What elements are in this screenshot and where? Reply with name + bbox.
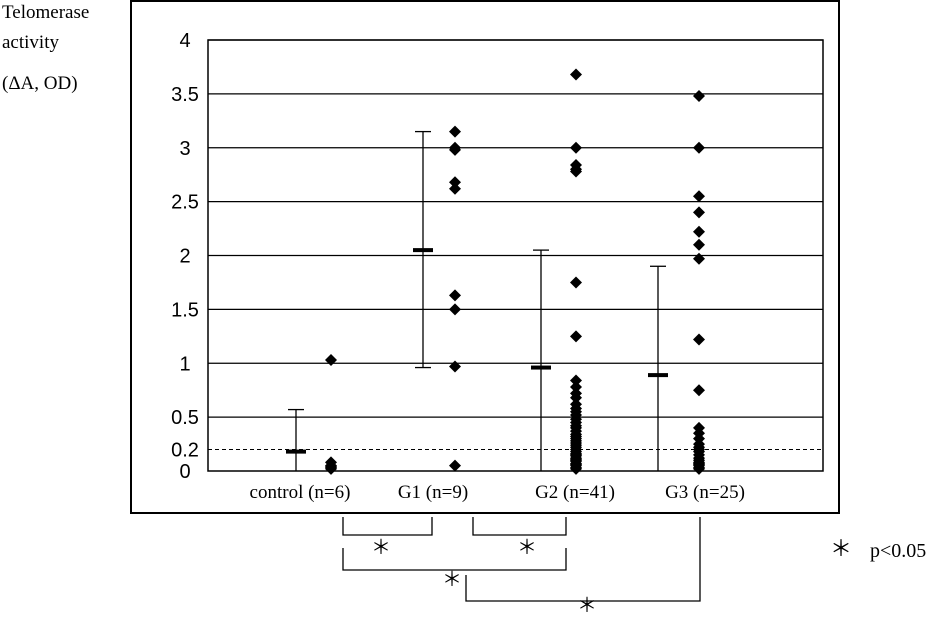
data-point (325, 354, 337, 367)
y-tick-label: 2.5 (171, 192, 199, 214)
data-point (693, 333, 705, 346)
data-point (449, 459, 461, 472)
data-point (570, 330, 582, 343)
data-point (449, 289, 461, 302)
data-point (693, 206, 705, 219)
data-points (325, 68, 705, 475)
y-tick-label: 1 (179, 353, 190, 375)
gridlines (208, 39, 823, 418)
x-tick-label: G3 (n=25) (665, 482, 745, 503)
data-point (570, 380, 582, 393)
y-tick-label: 2 (179, 246, 190, 268)
y-tick-label: 0.2 (171, 439, 199, 461)
data-point (570, 276, 582, 289)
significance-asterisk: ＊ (442, 569, 462, 591)
significance-bracket (472, 517, 567, 536)
data-point (449, 303, 461, 316)
significance-asterisk: ＊ (517, 537, 537, 559)
data-point (570, 391, 582, 404)
data-point (570, 462, 582, 475)
data-point (693, 252, 705, 265)
data-point (449, 176, 461, 189)
mean-marker (531, 365, 551, 370)
significance-asterisk: ＊ (371, 537, 391, 559)
data-point (449, 360, 461, 373)
y-tick-label: 0.5 (171, 407, 199, 429)
y-axis-label-line2: activity (2, 32, 59, 53)
legend-asterisk: ＊ (830, 536, 852, 561)
data-point (449, 125, 461, 138)
mean-marker (413, 248, 433, 253)
data-point (693, 225, 705, 238)
mean-marker (286, 449, 306, 454)
data-point (570, 374, 582, 387)
significance-brackets: ＊ ＊ ＊ ＊ (342, 517, 701, 617)
data-point (693, 90, 705, 103)
data-point (693, 462, 705, 475)
data-point (570, 165, 582, 178)
data-point (325, 462, 337, 475)
data-point (570, 141, 582, 154)
significance-bracket (342, 548, 567, 571)
y-axis-label-line3: (ΔA, OD) (2, 73, 78, 94)
y-tick-label: 0 (179, 461, 190, 483)
y-tick-labels: 4 3.5 3 2.5 2 1.5 1 0.5 0.20 (171, 30, 199, 483)
data-point (449, 182, 461, 195)
data-point (693, 238, 705, 251)
data-point (449, 143, 461, 156)
x-tick-label: G1 (n=9) (398, 482, 468, 503)
x-tick-labels: control (n=6) G1 (n=9) G2 (n=41) G3 (n=25) (250, 482, 745, 503)
data-point (693, 384, 705, 397)
y-tick-label: 4 (179, 30, 190, 52)
plot-area (207, 39, 824, 472)
data-point (693, 190, 705, 203)
significance-bracket (342, 517, 433, 536)
x-tick-label: G2 (n=41) (535, 482, 615, 503)
data-point (693, 141, 705, 154)
y-axis-label-line1: Telomerase (2, 2, 89, 23)
error-bars (286, 130, 668, 471)
y-tick-label: 3 (179, 138, 190, 160)
y-tick-label: 3.5 (171, 84, 199, 106)
data-point (570, 68, 582, 81)
mean-marker (648, 373, 668, 378)
chart-frame (130, 0, 840, 514)
significance-bracket (465, 517, 701, 602)
legend-pvalue: p<0.05 (870, 540, 926, 562)
y-tick-label: 1.5 (171, 299, 199, 321)
significance-asterisk: ＊ (577, 595, 597, 617)
x-tick-label: control (n=6) (250, 482, 351, 503)
